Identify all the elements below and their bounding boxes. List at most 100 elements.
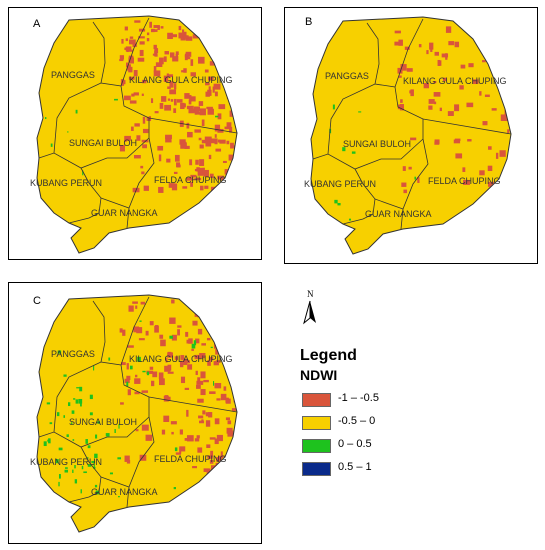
ndwi-patch-red	[218, 455, 224, 459]
ndwi-patch-red	[170, 421, 177, 425]
ndwi-patch-red	[223, 66, 228, 71]
district-boundary	[100, 476, 130, 488]
ndwi-patch-red	[160, 339, 166, 347]
ndwi-patch-red	[157, 26, 160, 30]
ndwi-patch-red	[204, 69, 209, 73]
ndwi-patch-green	[169, 335, 173, 339]
ndwi-patch-green	[414, 176, 417, 180]
ndwi-patch-red	[198, 137, 202, 141]
ndwi-patch-red	[230, 142, 234, 149]
map-body: PANGGAS KILANG GULA CHUPING SUNGAI BULOH KU…	[30, 294, 238, 533]
land-area	[37, 16, 237, 253]
ndwi-patch-red	[231, 326, 237, 332]
ndwi-patch-red	[218, 104, 226, 110]
ndwi-patch-red	[462, 167, 466, 172]
ndwi-patch-green	[78, 398, 83, 404]
ndwi-patch-red	[182, 29, 185, 36]
ndwi-patch-red	[135, 374, 138, 378]
ndwi-patch-red	[129, 100, 137, 104]
ndwi-patch-red	[170, 99, 174, 102]
district-label-panggas: PANGGAS	[51, 70, 95, 80]
ndwi-patch-green	[321, 211, 325, 214]
ndwi-patch-red	[491, 108, 497, 111]
ndwi-patch-red	[194, 321, 197, 325]
ndwi-patch-green	[348, 218, 352, 221]
ndwi-patch-red	[499, 150, 506, 157]
district-label-felda-chuping: FELDA CHUPING	[154, 454, 227, 464]
ndwi-patch-green	[337, 202, 341, 206]
ndwi-patch-red	[194, 111, 197, 115]
ndwi-patch-red	[219, 139, 226, 144]
ndwi-patch-red	[134, 123, 140, 127]
ndwi-patch-red	[194, 177, 202, 181]
ndwi-patch-green	[75, 399, 79, 404]
ndwi-patch-green	[351, 151, 356, 154]
district-label-kubang-perun: KUBANG PERUN	[30, 178, 102, 188]
ndwi-patch-green	[213, 381, 215, 386]
legend-swatch	[302, 439, 331, 453]
ndwi-patch-green	[75, 109, 78, 114]
ndwi-patch-red	[166, 73, 169, 78]
ndwi-patch-red	[130, 126, 134, 131]
ndwi-patch-red	[397, 104, 400, 110]
ndwi-patch-green	[55, 459, 59, 464]
north-arrow-icon: N	[302, 289, 318, 329]
ndwi-patch-red	[445, 26, 452, 33]
panel-letter-c: C	[33, 295, 41, 307]
ndwi-patch-red	[161, 429, 166, 435]
ndwi-patch-red	[225, 41, 228, 49]
ndwi-patch-red	[224, 53, 230, 57]
ndwi-patch-red	[208, 357, 214, 361]
ndwi-patch-red	[195, 338, 200, 344]
ndwi-patch-red	[153, 66, 157, 73]
ndwi-patch-red	[163, 56, 167, 62]
ndwi-patch-red	[400, 64, 407, 71]
district-boundary	[120, 296, 150, 366]
ndwi-patch-green	[49, 422, 53, 425]
legend: N Legend NDWI -1 – -0.5 -0.5 – 0 0 – 0.5…	[300, 285, 520, 485]
ndwi-patch-red	[173, 83, 177, 90]
ndwi-patch-red	[187, 131, 193, 138]
ndwi-patch-green	[58, 474, 61, 479]
ndwi-patch-red	[159, 102, 164, 109]
district-boundary	[53, 82, 102, 154]
ndwi-patch-red	[429, 42, 434, 50]
ndwi-patch-red	[186, 105, 194, 110]
ndwi-patch-red	[128, 76, 135, 80]
ndwi-patch-red	[206, 337, 211, 341]
ndwi-patch-red	[128, 305, 134, 312]
ndwi-patch-red	[126, 363, 129, 370]
ndwi-patch-red	[167, 86, 171, 89]
district-boundary	[120, 17, 150, 87]
ndwi-patch-red	[178, 25, 182, 31]
ndwi-patch-red	[226, 122, 232, 128]
ndwi-patch-red	[133, 92, 139, 96]
ndwi-patch-red	[190, 59, 194, 66]
ndwi-patch-red	[214, 134, 217, 138]
ndwi-patch-red	[121, 38, 124, 44]
ndwi-patch-red	[487, 181, 495, 187]
ndwi-patch-red	[433, 92, 441, 97]
ndwi-patch-red	[133, 70, 138, 77]
ndwi-patch-red	[155, 325, 159, 332]
ndwi-patch-red	[216, 457, 223, 462]
ndwi-patch-red	[441, 53, 449, 58]
ndwi-patch-red	[507, 175, 510, 180]
ndwi-patch-green	[67, 131, 69, 133]
ndwi-patch-red	[208, 154, 212, 160]
ndwi-patch-green	[146, 371, 150, 376]
ndwi-patch-red	[204, 185, 209, 189]
ndwi-patch-green	[63, 415, 65, 418]
district-label-sungai-buloh: SUNGAI BULOH	[69, 417, 137, 427]
ndwi-patch-red	[180, 376, 186, 384]
ndwi-patch-red	[190, 181, 193, 187]
ndwi-patch-green	[76, 387, 80, 389]
ndwi-patch-red	[160, 26, 164, 29]
ndwi-patch-red	[119, 55, 125, 60]
legend-item: 0 – 0.5	[300, 438, 450, 453]
ndwi-patch-red	[194, 129, 201, 133]
ndwi-patch-green	[139, 320, 142, 322]
ndwi-patch-red	[141, 424, 149, 431]
ndwi-patch-red	[454, 104, 460, 112]
ndwi-patch-red	[445, 53, 448, 60]
